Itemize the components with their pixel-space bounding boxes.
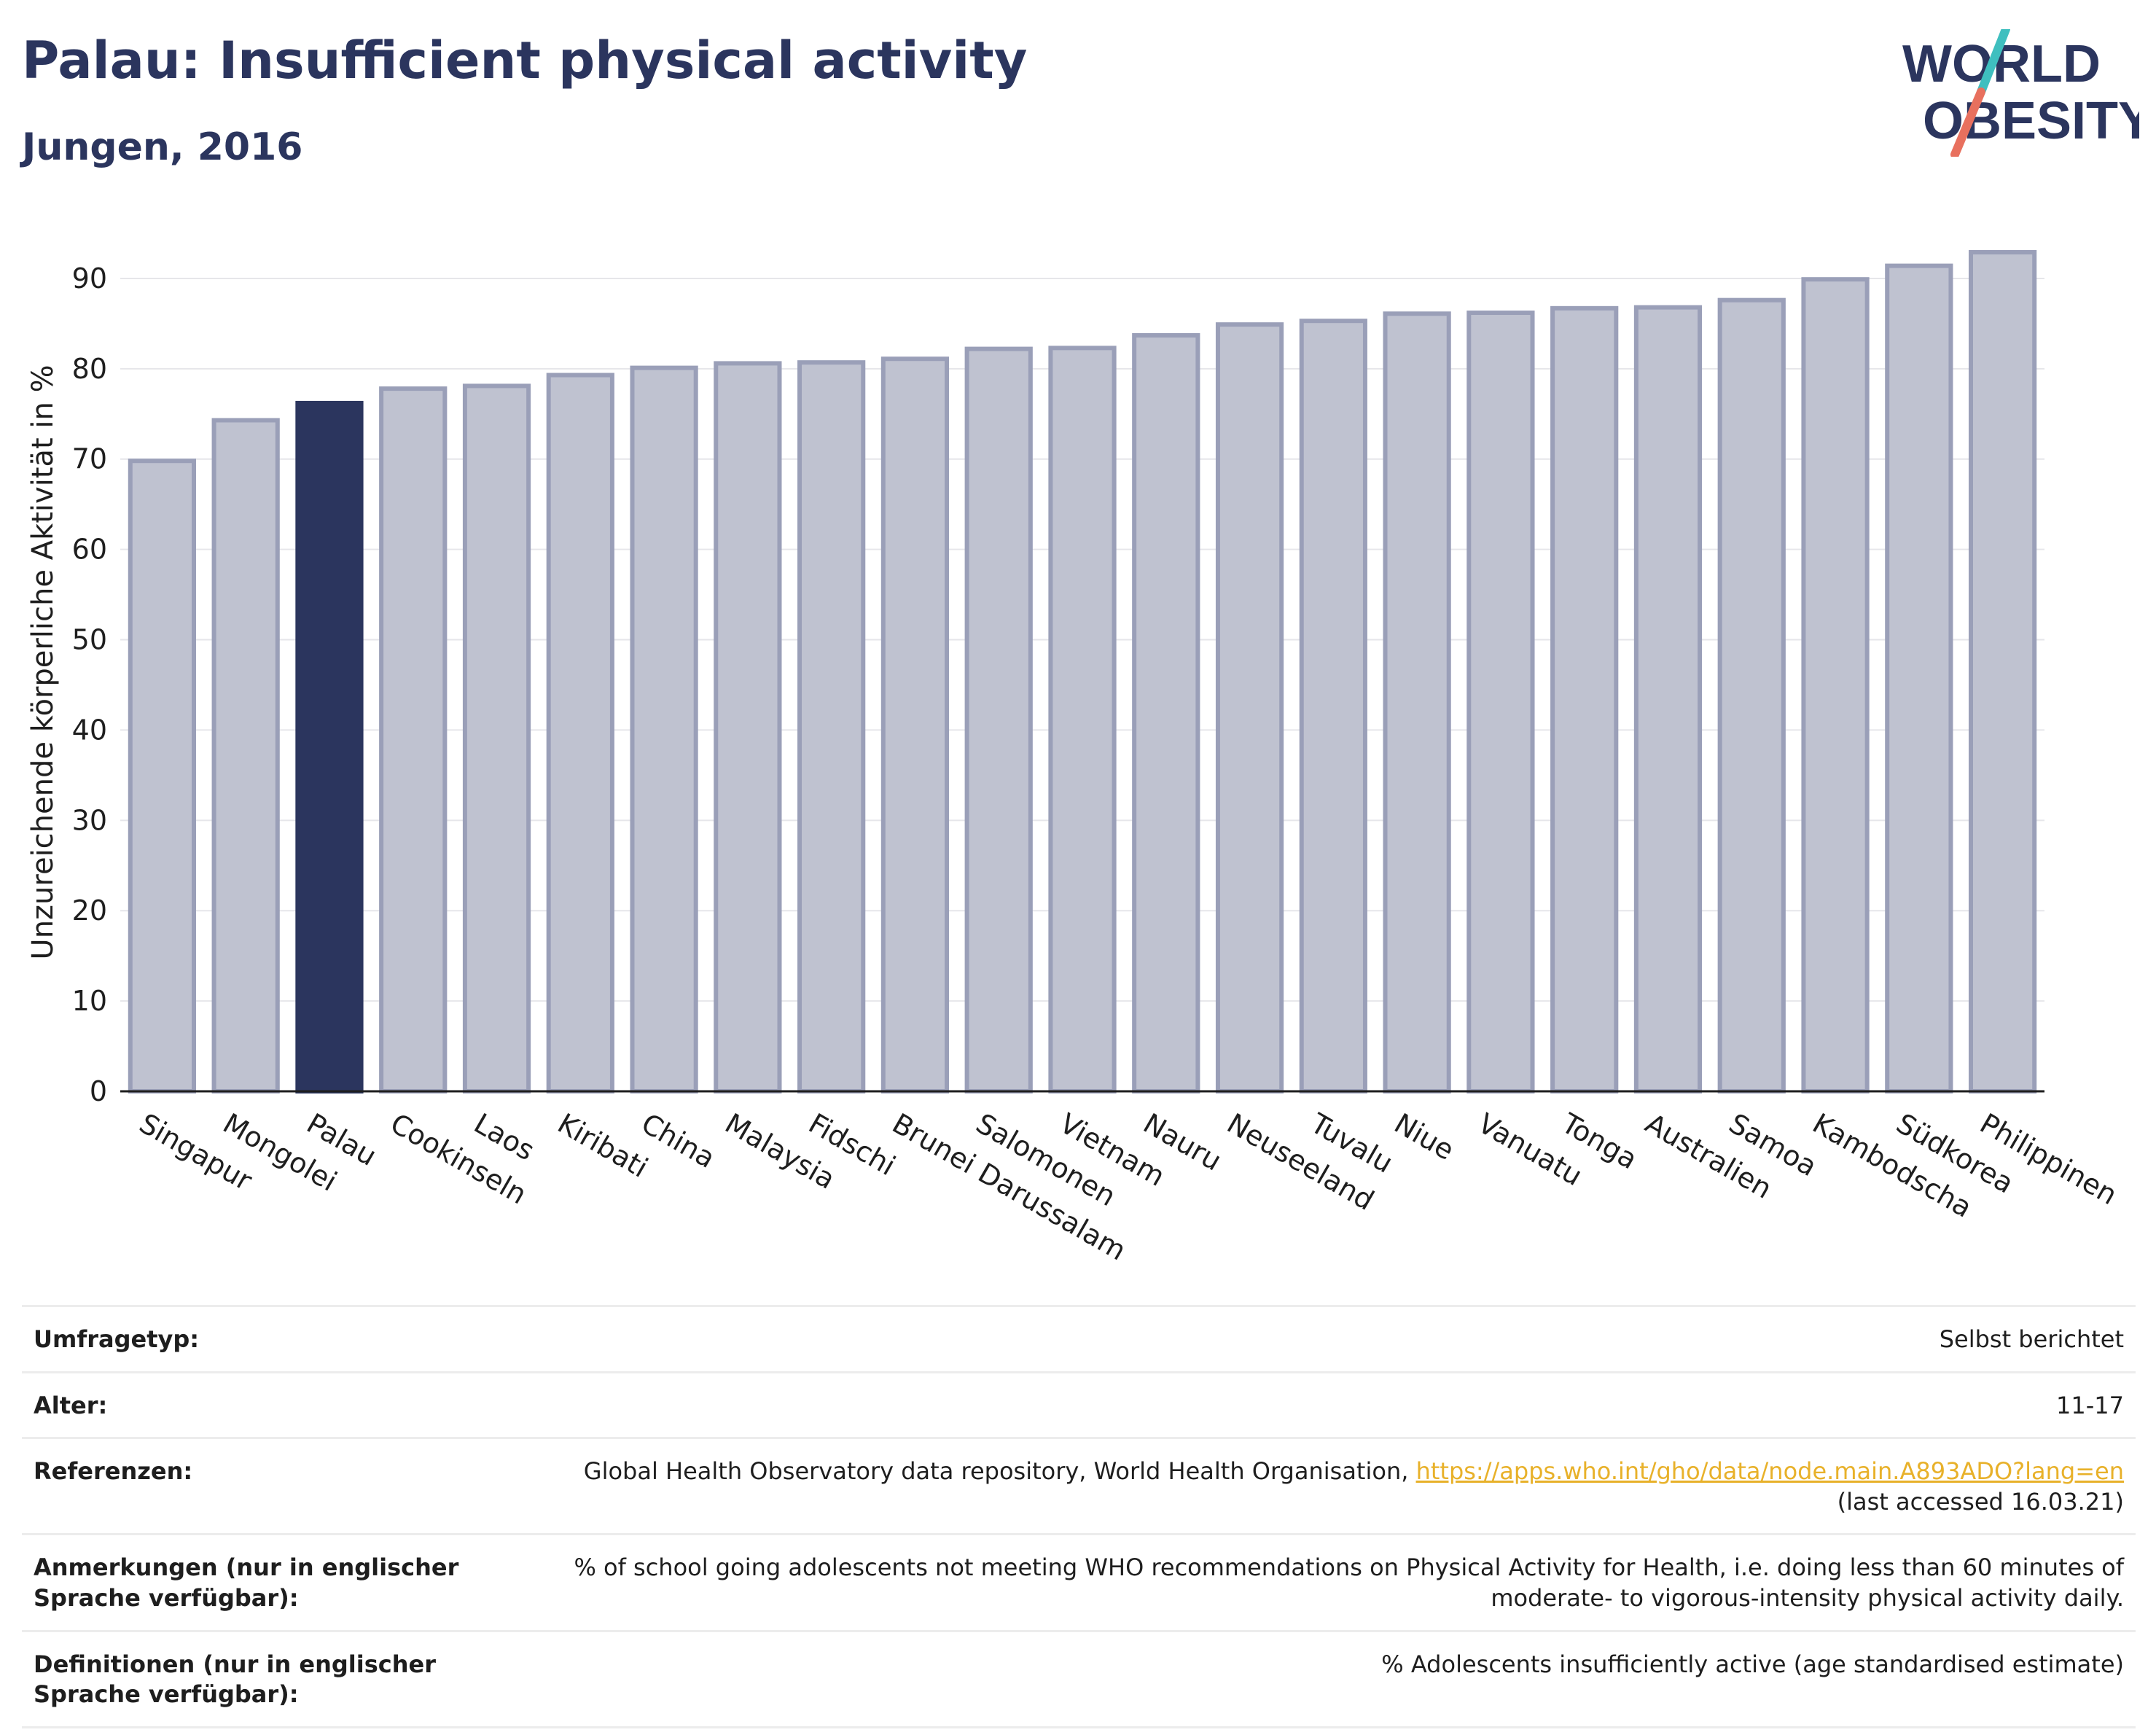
notes-value: % of school going adolescents not meetin… <box>555 1533 2136 1632</box>
bar-fidschi <box>797 360 866 1093</box>
survey-type-row: Umfragetyp: Selbst berichtet <box>22 1305 2136 1373</box>
bar-salomonen <box>964 346 1033 1093</box>
y-axis-label: Unzureichende körperliche Aktivität in % <box>26 364 60 959</box>
bar-singapur <box>128 459 197 1093</box>
logo-word-obesity: OBESITY <box>1923 92 2139 150</box>
bar-palau <box>295 400 364 1093</box>
bar-kiribati <box>546 373 614 1094</box>
y-tick-label: 30 <box>72 804 107 836</box>
bar-niue <box>1383 311 1451 1093</box>
bar-tonga <box>1550 305 1619 1093</box>
bar-samoa <box>1717 297 1786 1093</box>
world-obesity-logo: WORLD OBESITY <box>1902 29 2139 157</box>
y-tick-label: 70 <box>72 443 107 475</box>
chart-title: Palau: Insufficient physical activity <box>22 31 1028 90</box>
x-tick-label: Kiribati <box>552 1107 654 1184</box>
y-tick-label: 20 <box>72 894 107 927</box>
bar-philippinen <box>1968 250 2037 1093</box>
bar-südkorea <box>1885 263 1953 1094</box>
definitions-row: Definitionen (nur in englischer Sprache … <box>22 1629 2136 1728</box>
x-tick-label: Niue <box>1389 1107 1460 1166</box>
chart-subtitle: Jungen, 2016 <box>22 125 303 169</box>
logo-slash-coral <box>1950 87 1985 157</box>
survey-type-label: Umfragetyp: <box>22 1305 555 1373</box>
age-label: Alter: <box>22 1371 555 1440</box>
y-tick-label: 60 <box>72 534 107 566</box>
bar-laos <box>462 383 531 1094</box>
logo-slash-teal <box>1977 29 2010 96</box>
notes-label: Anmerkungen (nur in englischer Sprache v… <box>22 1533 555 1632</box>
references-row: Referenzen: Global Health Observatory da… <box>22 1437 2136 1536</box>
y-tick-label: 0 <box>90 1075 107 1107</box>
definitions-value: % Adolescents insufficiently active (age… <box>555 1629 2136 1728</box>
y-tick-label: 40 <box>72 714 107 746</box>
bar-china <box>630 365 698 1094</box>
references-accessed: (last accessed 16.03.21) <box>1837 1487 2124 1516</box>
bars <box>128 250 2037 1094</box>
bar-tuvalu <box>1299 319 1367 1094</box>
bar-australien <box>1633 305 1703 1094</box>
age-value: 11-17 <box>555 1371 2136 1440</box>
references-text: Global Health Observatory data repositor… <box>583 1457 1409 1486</box>
y-tick-label: 50 <box>72 624 107 656</box>
notes-row: Anmerkungen (nur in englischer Sprache v… <box>22 1533 2136 1632</box>
age-row: Alter: 11-17 <box>22 1371 2136 1440</box>
references-label: Referenzen: <box>22 1437 555 1536</box>
bar-cookinseln <box>379 386 448 1094</box>
bar-brunei-darussalam <box>880 356 950 1093</box>
bar-neuseeland <box>1215 322 1284 1094</box>
bar-mongolei <box>211 418 280 1093</box>
bar-kambodscha <box>1801 277 1870 1094</box>
survey-type-value: Selbst berichtet <box>555 1305 2136 1373</box>
bar-vietnam <box>1048 346 1117 1093</box>
metadata-table: Umfragetyp: Selbst berichtet Alter: 11-1… <box>22 1305 2136 1728</box>
references-link[interactable]: https://apps.who.int/gho/data/node.main.… <box>1415 1457 2124 1486</box>
bar-malaysia <box>714 361 782 1093</box>
references-value: Global Health Observatory data repositor… <box>555 1437 2136 1536</box>
bar-nauru <box>1132 333 1200 1093</box>
y-tick-label: 10 <box>72 985 107 1017</box>
definitions-label: Definitionen (nur in englischer Sprache … <box>22 1629 555 1728</box>
bar-vanuatu <box>1466 311 1535 1094</box>
y-tick-label: 80 <box>72 353 107 385</box>
y-tick-label: 90 <box>72 262 107 295</box>
x-tick-label: China <box>636 1107 721 1174</box>
y-tick-labels: 0 10 20 30 40 50 60 70 80 90 <box>72 262 107 1107</box>
bar-chart: 0 10 20 30 40 50 60 70 80 90 SingapurMongoleiPala… <box>26 250 2122 1267</box>
